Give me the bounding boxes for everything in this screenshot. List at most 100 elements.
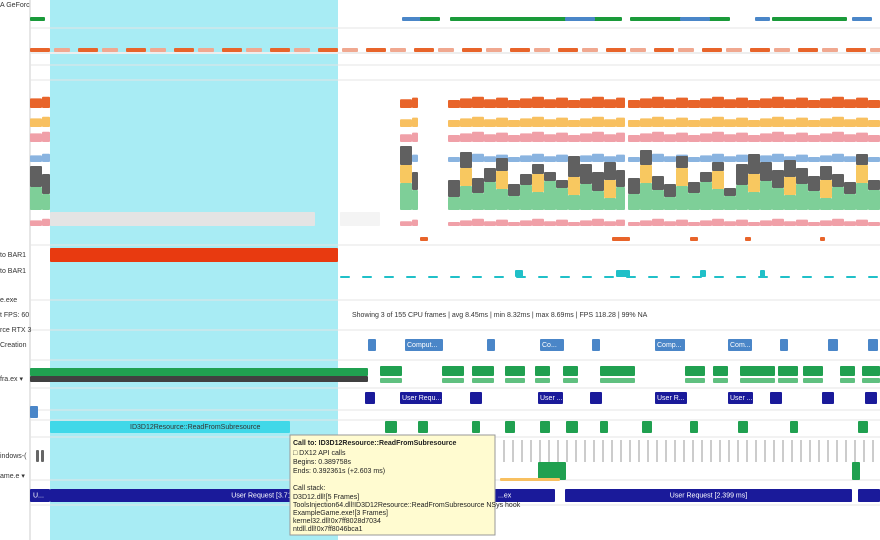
area-step [544, 99, 556, 108]
track-block [755, 17, 770, 21]
track-block [582, 276, 592, 278]
track-block [50, 248, 338, 262]
compute-block [780, 339, 788, 351]
area-step [796, 184, 808, 210]
area-step [724, 119, 736, 127]
area-step [772, 116, 784, 127]
area-step [556, 132, 568, 142]
track-block [534, 48, 550, 52]
track-block [778, 366, 798, 376]
area-step [580, 184, 592, 210]
area-step [616, 117, 625, 127]
area-step [544, 119, 556, 127]
area-step [556, 188, 568, 210]
tooltip-line: D3D12.dll![5 Frames] [293, 494, 359, 501]
area-step [832, 131, 844, 142]
tooltip-line: Ends: 0.392361s (+2.603 ms) [293, 468, 385, 475]
area-step [676, 186, 688, 210]
track-block [840, 378, 855, 383]
area-step [592, 96, 604, 108]
area-step [724, 156, 736, 162]
area-step [628, 157, 640, 162]
area-step [640, 133, 652, 142]
area-step [460, 186, 472, 210]
track-block [822, 48, 838, 52]
area-step [640, 183, 652, 210]
track-block [222, 48, 242, 52]
area-step [448, 120, 460, 127]
track-block [778, 378, 798, 383]
area-step [856, 183, 868, 210]
area-step [508, 196, 520, 210]
tooltip-line: Call stack: [293, 485, 325, 492]
request-block [770, 392, 782, 404]
track-block [472, 276, 482, 278]
area-step [760, 155, 772, 162]
request-label: U... [33, 492, 44, 499]
area-step [868, 180, 880, 190]
area-step [520, 220, 532, 226]
track-block [772, 17, 847, 21]
area-step [820, 155, 832, 162]
request-block [655, 392, 687, 404]
area-step [508, 100, 520, 108]
area-step [856, 132, 868, 142]
track-block [604, 276, 614, 278]
area-step [544, 156, 556, 162]
area-step [844, 119, 856, 127]
area-step [580, 155, 592, 162]
area-step [400, 183, 412, 210]
area-step [604, 99, 616, 108]
area-step [832, 174, 844, 187]
track-block [606, 48, 626, 52]
area-step [496, 132, 508, 142]
area-step [688, 100, 700, 108]
area-step [472, 96, 484, 108]
track-label: indows-( [0, 453, 27, 460]
area-step [664, 99, 676, 108]
track-block [540, 421, 550, 433]
area-step [844, 182, 856, 194]
area-step [30, 155, 42, 162]
track-block [54, 48, 70, 52]
track-block [820, 237, 825, 241]
area-step [42, 96, 50, 108]
track-block [803, 366, 823, 376]
area-step [784, 177, 796, 195]
area-step [808, 135, 820, 142]
request-label: ...ex [498, 492, 512, 499]
area-step [652, 96, 664, 108]
area-step [820, 166, 832, 180]
area-step [724, 221, 736, 226]
area-step [700, 172, 712, 182]
area-step [676, 219, 688, 226]
area-step [628, 194, 640, 210]
area-step [556, 154, 568, 162]
area-step [472, 218, 484, 226]
area-step [856, 165, 868, 183]
track-block [563, 366, 578, 376]
area-step [676, 117, 688, 127]
area-step [736, 154, 748, 162]
track-block [174, 48, 194, 52]
track-block [30, 48, 50, 52]
area-step [580, 220, 592, 226]
compute-block [592, 339, 600, 351]
track-block [442, 378, 464, 383]
track-block [736, 276, 746, 278]
area-step [472, 193, 484, 210]
area-step [412, 117, 418, 127]
track-block [563, 378, 578, 383]
area-step [484, 119, 496, 127]
area-step [556, 97, 568, 108]
area-step [808, 157, 820, 162]
area-step [664, 134, 676, 142]
track-block [30, 406, 38, 418]
track-block [30, 52, 880, 54]
area-step [712, 131, 724, 142]
area-step [748, 174, 760, 192]
area-step [628, 135, 640, 142]
area-step [532, 218, 544, 226]
area-step [400, 221, 412, 226]
